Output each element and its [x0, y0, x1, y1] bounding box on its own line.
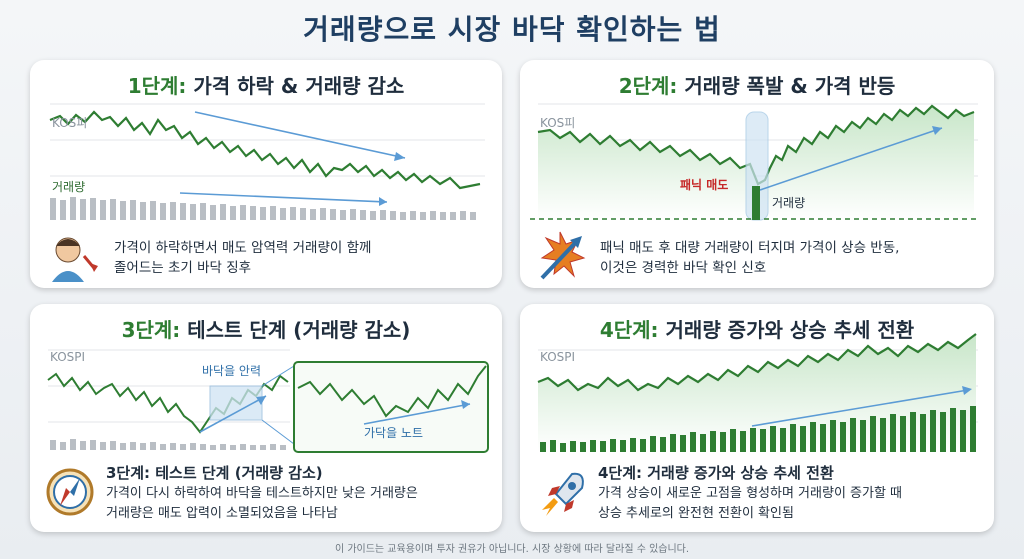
panel-1-title: 1단계: 가격 하락 & 거래량 감소: [30, 70, 502, 99]
panel-4-description: 가격 상승이 새로운 고점을 형성하며 거래량이 증가할 때 상승 추세로의 완…: [598, 484, 902, 524]
panel-2-heading: 거래량 폭발 & 가격 반등: [684, 74, 896, 98]
panel-1-chart-label: KOS피: [52, 116, 88, 130]
zoom-label: 바닥을 안력: [202, 364, 262, 378]
panel-step-1: 1단계: 가격 하락 & 거래량 감소: [30, 60, 502, 288]
panel-4-heading: 거래량 증가와 상승 추세 전환: [665, 318, 915, 342]
panel-1-chart: [49, 103, 485, 282]
panel-4-description-line-2: 상승 추세로의 완전현 전환이 확인됨: [598, 506, 794, 521]
panel-2-volume-label: 거래량: [772, 196, 806, 210]
panel-2-step: 2단계:: [618, 74, 678, 98]
panel-1-description-line-2: 졸어드는 초기 바닥 징후: [114, 260, 252, 276]
stressed-person-icon: [52, 237, 98, 282]
explosion-arrow-icon: [540, 231, 586, 280]
panel-4-description-line-1: 가격 상승이 새로운 고점을 형성하며 거래량이 증가할 때: [598, 486, 903, 501]
panel-2-chart: [530, 103, 980, 280]
panic-sell-label: 패닉 매도: [680, 178, 729, 192]
panel-3-step: 3단계:: [121, 318, 181, 342]
panel-step-4: 4단계: 거래량 증가와 상승 추세 전환: [520, 304, 994, 532]
panel-4-chart-label: KOSPI: [540, 350, 576, 364]
panel-step-2: 2단계: 거래량 폭발 & 가격 반등 K: [520, 60, 994, 288]
panel-step-3: 3단계: 테스트 단계 (거래량 감소): [30, 304, 502, 532]
footer-disclaimer: 이 가이드는 교육용이며 투자 권유가 아닙니다. 시장 상황에 따라 달라질 …: [334, 544, 690, 555]
panel-2-description-line-1: 패닉 매도 후 대량 거래량이 터지며 가격이 상승 반동,: [600, 240, 900, 256]
panel-2-description-line-2: 이것은 경력한 바닥 확인 신호: [600, 260, 767, 276]
price-line: [49, 110, 481, 190]
panel-4-chart: [537, 333, 978, 516]
panel-2-chart-label: KOS피: [540, 116, 576, 130]
panel-3-heading: 테스트 단계 (거래량 감소): [187, 318, 411, 342]
panel-4-step: 4단계:: [599, 318, 659, 342]
panel-1-description: 가격이 하락하면서 매도 암역력 거래량이 함께 졸어드는 초기 바닥 징후: [114, 238, 371, 278]
panel-3-description: 가격이 다시 하락하여 바닥을 테스트하지만 낮은 거래량은 거래량은 매도 압…: [106, 484, 418, 524]
price-line: [537, 333, 977, 392]
panel-3-chart: [46, 349, 489, 516]
panel-2-description: 패닉 매도 후 대량 거래량이 터지며 가격이 상승 반동, 이것은 경력한 바…: [600, 238, 899, 278]
volume-bars: [50, 197, 476, 220]
panel-3-description-line-1: 가격이 다시 하락하여 바닥을 테스트하지만 낮은 거래량은: [106, 486, 418, 501]
panel-2-title: 2단계: 거래량 폭발 & 가격 반등: [520, 70, 994, 99]
panel-3-title: 3단계: 테스트 단계 (거래량 감소): [30, 314, 502, 343]
panel-1-description-line-1: 가격이 하락하면서 매도 암역력 거래량이 함께: [114, 240, 372, 256]
rocket-icon: [542, 472, 584, 516]
note-label: 가닥을 노트: [364, 426, 424, 440]
panel-1-step: 1단계:: [127, 74, 187, 98]
panel-1-heading: 가격 하락 & 거래량 감소: [193, 74, 405, 98]
panel-3-chart-label: KOSPI: [50, 350, 86, 364]
volume-bars: [540, 406, 976, 452]
panel-3-desc-title: 3단계: 테스트 단계 (거래량 감소): [106, 464, 323, 482]
panel-3-description-line-2: 거래량은 매도 압력이 소멸되었음을 나타남: [106, 506, 338, 521]
panel-4-title: 4단계: 거래량 증가와 상승 추세 전환: [520, 314, 994, 343]
compass-icon: [46, 468, 94, 516]
price-line: [537, 104, 975, 186]
panel-1-volume-label: 거래량: [52, 180, 86, 194]
page-title: 거래량으로 시장 바닥 확인하는 법: [303, 13, 721, 46]
panel-4-desc-title: 4단계: 거래량 증가와 상승 추세 전환: [598, 464, 834, 482]
volume-bars: [50, 439, 286, 450]
